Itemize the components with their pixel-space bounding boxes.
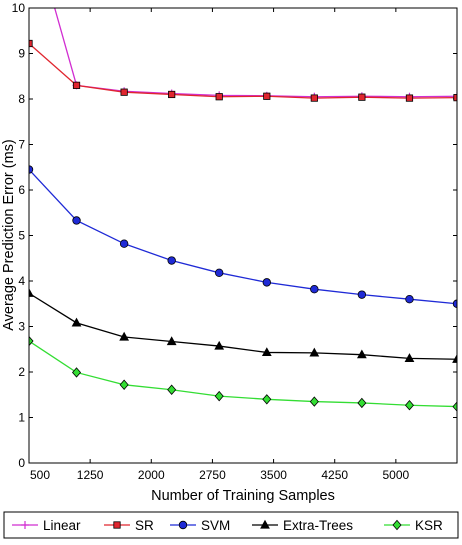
legend-label: KSR [415, 518, 443, 533]
data-point-extra-trees [214, 340, 225, 350]
series-line-ksr [29, 340, 457, 408]
data-point-extra-trees [261, 347, 272, 357]
data-point-ksr [357, 397, 367, 409]
data-point-svm [405, 295, 414, 304]
data-point-sr [358, 93, 366, 101]
data-point-sr [168, 90, 176, 99]
y-axis-label: Average Prediction Error (ms) [1, 139, 17, 331]
data-point-svm [72, 216, 81, 225]
x-tick-label: 500 [30, 468, 50, 482]
x-tick-label: 3500 [260, 468, 287, 482]
data-point-svm [357, 290, 367, 299]
series-extra-trees [29, 288, 457, 363]
data-point-extra-trees [452, 354, 457, 363]
legend-marker [113, 521, 121, 529]
data-point-ksr [167, 384, 177, 395]
data-point-extra-trees [404, 353, 415, 362]
plot-background [29, 8, 457, 463]
y-tick-label: 7 [18, 138, 25, 152]
legend-label: SR [135, 518, 154, 533]
series-line-extra-trees [29, 292, 457, 360]
data-point-sr [310, 94, 318, 102]
x-axis-label: Number of Training Samples [151, 488, 335, 504]
data-point-svm [214, 268, 224, 278]
y-tick-label: 2 [18, 365, 25, 379]
data-point-ksr [309, 396, 319, 407]
x-tick-label: 2000 [138, 468, 165, 482]
legend-entry-svm: SVM [170, 518, 230, 533]
y-tick-label: 3 [18, 320, 25, 334]
y-tick-label: 0 [18, 456, 25, 470]
legend-entry-sr: SR [104, 518, 154, 533]
series-line-svm [29, 169, 457, 305]
data-point-ksr [452, 401, 457, 412]
series-sr [29, 39, 457, 102]
plot-frame [28, 7, 458, 464]
legend-box [3, 511, 459, 539]
ticks: 500 1250 2000 2750 3500 4250 5000 0 1 2 3 4 5 6 7 8 9 10 [12, 1, 457, 482]
data-point-extra-trees [29, 288, 34, 297]
x-tick-label: 5000 [383, 468, 410, 482]
legend-label: Linear [43, 518, 81, 533]
x-tick-label: 4250 [321, 468, 348, 482]
y-tick-label: 4 [18, 274, 25, 288]
data-point-sr [215, 93, 223, 101]
data-point-sr [72, 81, 81, 89]
legend-entry-linear: Linear [12, 518, 81, 533]
data-point-svm [310, 284, 319, 294]
y-tick-label: 8 [18, 92, 25, 106]
data-point-svm [167, 256, 176, 265]
data-point-ksr [29, 335, 34, 347]
data-point-svm [262, 278, 272, 287]
data-point-ksr [214, 390, 224, 402]
data-point-ksr [71, 367, 82, 378]
legend-label: Extra-Trees [283, 518, 353, 533]
x-tick-label: 2750 [199, 468, 226, 482]
data-point-sr [29, 39, 33, 48]
y-tick-label: 5 [18, 229, 25, 243]
series-ksr [29, 335, 457, 412]
data-point-extra-trees [166, 336, 177, 346]
data-point-ksr [119, 379, 129, 390]
y-tick-label: 1 [18, 411, 25, 425]
legend-marker [21, 521, 29, 529]
data-point-sr [405, 94, 414, 102]
legend-label: SVM [201, 518, 230, 533]
data-point-ksr [262, 394, 272, 405]
data-point-sr [120, 88, 128, 96]
y-tick-label: 9 [18, 47, 25, 61]
data-point-extra-trees [71, 317, 82, 327]
y-tick-label: 10 [12, 1, 26, 15]
data-point-svm [119, 239, 129, 248]
legend-entry-ksr: KSR [384, 518, 443, 533]
y-tick-label: 6 [18, 183, 25, 197]
series-svm [29, 165, 457, 308]
legend: Linear SR SVM Extra-Trees KSR [3, 511, 459, 539]
legend-marker [260, 519, 270, 529]
data-point-ksr [404, 400, 415, 411]
legend-entry-extra-trees: Extra-Trees [252, 518, 353, 533]
data-point-extra-trees [309, 347, 320, 357]
series [29, 8, 457, 412]
data-point-svm [452, 299, 457, 308]
series-line-sr [29, 43, 457, 99]
legend-marker [178, 520, 188, 530]
legend-marker [392, 519, 402, 531]
x-tick-label: 1250 [77, 468, 104, 482]
data-point-extra-trees [119, 331, 130, 341]
data-point-extra-trees [356, 349, 367, 359]
data-point-sr [263, 92, 271, 100]
